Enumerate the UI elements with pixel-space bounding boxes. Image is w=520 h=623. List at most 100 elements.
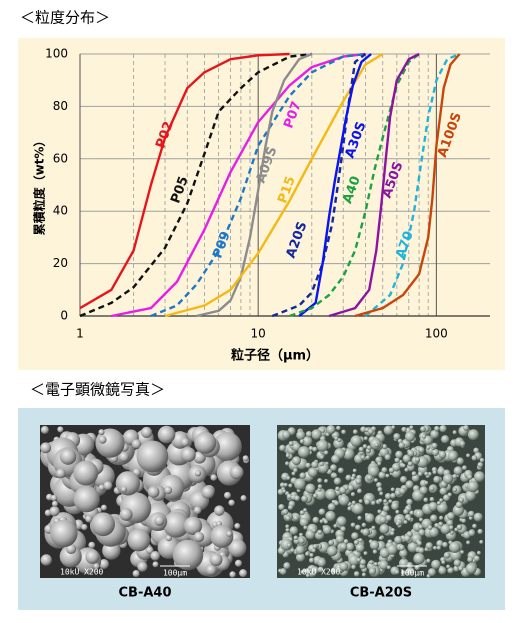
- particle: [377, 509, 382, 514]
- particle: [393, 433, 401, 441]
- particle: [374, 443, 379, 448]
- particle: [453, 466, 463, 476]
- particle: [417, 540, 423, 546]
- particle: [430, 429, 440, 439]
- particle: [440, 435, 450, 444]
- particle: [286, 543, 292, 548]
- particle: [352, 503, 364, 515]
- particle: [194, 431, 217, 454]
- particle: [404, 431, 416, 442]
- particle: [279, 444, 286, 452]
- particle: [385, 514, 392, 522]
- particle: [405, 567, 415, 576]
- particle: [436, 540, 444, 548]
- particle: [356, 557, 361, 563]
- particle: [201, 485, 215, 499]
- particle: [299, 510, 305, 516]
- particle: [285, 453, 290, 458]
- particle: [40, 425, 49, 434]
- particle: [355, 543, 365, 553]
- particle: [429, 486, 435, 491]
- particle: [390, 487, 395, 492]
- particle: [456, 457, 464, 465]
- particle: [362, 444, 368, 449]
- particle: [324, 479, 329, 484]
- particle: [180, 437, 190, 447]
- particle: [317, 484, 323, 489]
- particle: [367, 465, 380, 478]
- particle: [354, 454, 364, 464]
- particle: [287, 504, 294, 511]
- particle: [390, 531, 395, 536]
- particle: [320, 428, 325, 433]
- particle: [137, 561, 148, 572]
- heading: ＜粒度分布＞: [20, 9, 110, 27]
- particle: [326, 545, 338, 557]
- particle: [395, 521, 400, 526]
- particle: [477, 528, 483, 535]
- particle: [467, 556, 474, 563]
- particle: [367, 428, 374, 435]
- particle: [418, 529, 426, 536]
- particle: [294, 495, 300, 502]
- particle: [298, 446, 310, 458]
- particle: [164, 486, 173, 495]
- particle: [353, 539, 359, 545]
- particle: [366, 474, 373, 481]
- particle: [456, 524, 463, 531]
- particle: [447, 451, 458, 462]
- particle: [229, 465, 244, 480]
- particle: [467, 480, 479, 493]
- particle: [319, 455, 325, 460]
- particle: [413, 552, 425, 565]
- particle: [322, 525, 332, 535]
- particle: [336, 425, 341, 431]
- particle: [302, 436, 313, 447]
- particle: [335, 534, 345, 544]
- series-line: [328, 52, 420, 318]
- particle: [466, 453, 471, 458]
- particle: [466, 540, 471, 545]
- particle: [152, 561, 159, 568]
- particle: [430, 514, 438, 522]
- particle: [317, 566, 324, 573]
- particle: [363, 436, 368, 441]
- particle: [439, 498, 444, 503]
- particle: [379, 524, 390, 534]
- particle: [411, 471, 417, 477]
- particle: [296, 430, 306, 440]
- particle: [328, 539, 335, 546]
- particle: [373, 562, 378, 567]
- particle: [383, 425, 394, 436]
- particle: [364, 499, 371, 505]
- particle: [165, 534, 172, 542]
- particle: [371, 500, 376, 506]
- particle: [285, 528, 290, 533]
- particle: [409, 510, 415, 516]
- particle: [358, 538, 363, 543]
- particle: [88, 541, 96, 549]
- y-tick-label: 0: [60, 309, 68, 323]
- particle: [395, 450, 403, 459]
- particle: [400, 475, 408, 484]
- series-line: [196, 52, 313, 318]
- particle: [459, 440, 466, 447]
- particle: [394, 569, 400, 575]
- particle: [312, 446, 318, 452]
- particle: [391, 502, 399, 511]
- particle: [381, 443, 388, 450]
- particle: [145, 546, 154, 555]
- particle: [438, 450, 447, 459]
- particle: [323, 450, 329, 455]
- particle: [98, 559, 109, 570]
- particle: [438, 566, 447, 575]
- particle: [350, 522, 356, 528]
- particle: [479, 539, 484, 545]
- particle: [85, 515, 93, 523]
- particle: [234, 523, 241, 530]
- particle: [154, 515, 165, 526]
- y-tick-label: 80: [53, 99, 68, 113]
- particle: [386, 565, 391, 570]
- particle: [352, 468, 357, 473]
- particle: [420, 426, 426, 432]
